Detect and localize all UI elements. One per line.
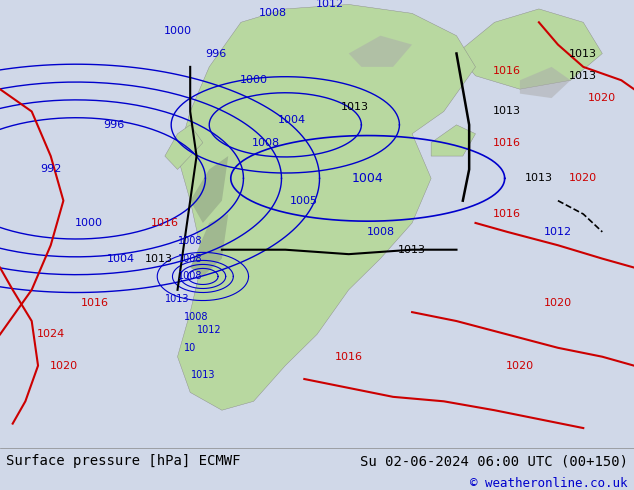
Polygon shape xyxy=(349,36,412,67)
Polygon shape xyxy=(456,9,602,89)
Text: 1008: 1008 xyxy=(366,227,394,237)
Text: 1013: 1013 xyxy=(191,369,215,380)
Text: 1013: 1013 xyxy=(145,254,172,264)
Text: 996: 996 xyxy=(205,49,226,58)
Text: 1005: 1005 xyxy=(290,196,318,206)
Text: 1020: 1020 xyxy=(569,173,597,183)
Text: 1016: 1016 xyxy=(493,138,521,147)
Text: 1008: 1008 xyxy=(178,254,202,264)
Text: 992: 992 xyxy=(40,165,61,174)
Text: 1013: 1013 xyxy=(341,102,369,112)
Text: 1024: 1024 xyxy=(37,329,65,340)
Text: 1012: 1012 xyxy=(544,227,572,237)
Text: 1016: 1016 xyxy=(335,352,363,362)
Text: 1004: 1004 xyxy=(352,172,384,185)
Text: © weatheronline.co.uk: © weatheronline.co.uk xyxy=(470,477,628,490)
Text: 1013: 1013 xyxy=(493,106,521,117)
Text: 1013: 1013 xyxy=(165,294,190,304)
Polygon shape xyxy=(178,4,476,410)
Polygon shape xyxy=(190,156,228,223)
Text: 1020: 1020 xyxy=(544,298,572,308)
Text: 1013: 1013 xyxy=(525,173,553,183)
Text: 1000: 1000 xyxy=(75,218,103,228)
Text: 1016: 1016 xyxy=(151,218,179,228)
Polygon shape xyxy=(431,125,476,156)
Text: 1013: 1013 xyxy=(569,71,597,81)
Text: 1016: 1016 xyxy=(493,66,521,76)
Text: 1000: 1000 xyxy=(240,75,268,85)
Text: 1008: 1008 xyxy=(178,236,202,246)
Text: 996: 996 xyxy=(103,120,125,130)
Text: 1012: 1012 xyxy=(316,0,344,9)
Text: Surface pressure [hPa] ECMWF: Surface pressure [hPa] ECMWF xyxy=(6,454,241,468)
Text: Su 02-06-2024 06:00 UTC (00+150): Su 02-06-2024 06:00 UTC (00+150) xyxy=(359,454,628,468)
Text: 1016: 1016 xyxy=(493,209,521,219)
Text: 1008: 1008 xyxy=(252,138,280,147)
Text: 1020: 1020 xyxy=(49,361,77,370)
Text: 1008: 1008 xyxy=(184,312,209,321)
Text: 1000: 1000 xyxy=(164,26,191,36)
Polygon shape xyxy=(190,214,228,276)
Text: 1016: 1016 xyxy=(81,298,109,308)
Text: 1008: 1008 xyxy=(259,8,287,19)
Text: 1004: 1004 xyxy=(278,115,306,125)
Text: 1020: 1020 xyxy=(506,361,534,370)
Polygon shape xyxy=(165,125,203,170)
Text: 1004: 1004 xyxy=(107,254,134,264)
Text: 1013: 1013 xyxy=(398,245,426,255)
Polygon shape xyxy=(520,67,571,98)
Text: 1013: 1013 xyxy=(569,49,597,58)
Text: 10: 10 xyxy=(184,343,197,353)
Text: 1008: 1008 xyxy=(178,271,202,281)
Text: 1012: 1012 xyxy=(197,325,221,335)
Text: 1020: 1020 xyxy=(588,93,616,103)
